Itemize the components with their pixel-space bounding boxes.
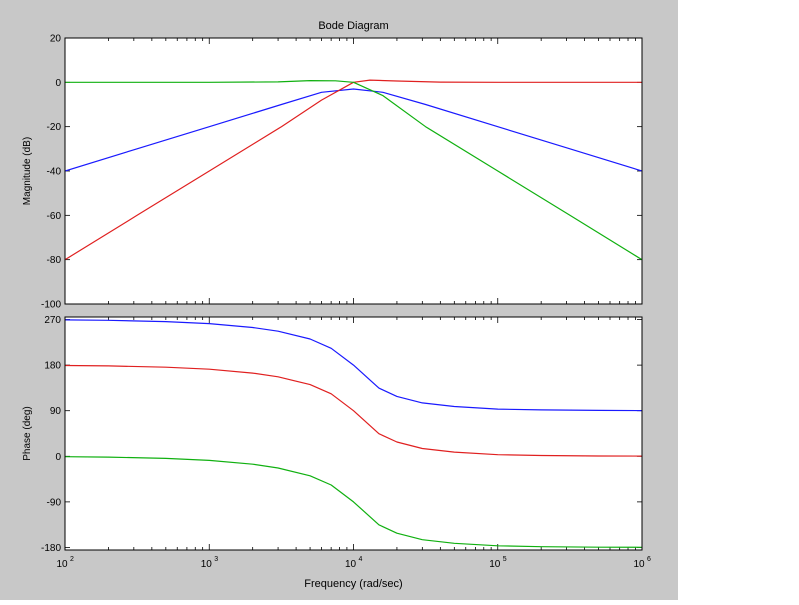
x-tick-label: 10 xyxy=(56,559,68,570)
y-tick-label: 20 xyxy=(50,34,62,45)
x-tick-exponent: 2 xyxy=(70,556,74,563)
phase-series-line xyxy=(65,456,642,548)
magnitude-y-axis-label: Magnitude (dB) xyxy=(22,137,33,205)
phase-y-axis-label: Phase (deg) xyxy=(22,406,33,460)
x-tick-exponent: 6 xyxy=(647,556,651,563)
x-tick-label: 10 xyxy=(489,559,501,570)
y-tick-label: -100 xyxy=(41,300,61,311)
y-tick-label: 0 xyxy=(55,452,61,463)
x-tick-exponent: 5 xyxy=(503,556,507,563)
x-tick-label: 10 xyxy=(345,559,357,570)
x-axis-label: Frequency (rad/sec) xyxy=(304,578,402,590)
chart-title: Bode Diagram xyxy=(318,20,388,32)
magnitude-series-line xyxy=(65,79,642,261)
phase-series-line xyxy=(65,319,642,412)
figure-window: Bode Diagram 20 0 -20 -40 -60 -80 -100 Magnitud… xyxy=(0,0,678,600)
y-tick-label: 270 xyxy=(44,315,61,326)
phase-plot-area xyxy=(65,317,642,550)
magnitude-panel: 20 0 -20 -40 -60 -80 -100 Magnitude (dB) xyxy=(22,34,643,311)
bode-diagram: Bode Diagram 200-20-40-60-80-100Magnitud… xyxy=(22,20,651,590)
x-tick-exponent: 3 xyxy=(214,556,218,563)
magnitude-axes-box xyxy=(64,37,643,305)
phase-panel: 270 180 90 0 -90 -180 Phase (deg) xyxy=(22,315,643,554)
phase-series-line xyxy=(65,364,642,457)
x-tick-exponent: 4 xyxy=(359,556,363,563)
y-tick-label: -60 xyxy=(47,211,62,222)
y-tick-label: -20 xyxy=(47,122,62,133)
magnitude-plot-area xyxy=(65,38,642,304)
x-tick-label: 10 xyxy=(633,559,645,570)
magnitude-series-line xyxy=(65,88,642,172)
y-tick-label: -80 xyxy=(47,255,62,266)
y-tick-label: 180 xyxy=(44,361,61,372)
y-tick-label: 0 xyxy=(55,78,61,89)
y-tick-label: 90 xyxy=(50,406,62,417)
y-tick-label: -40 xyxy=(47,167,62,178)
phase-axes-box xyxy=(64,316,643,551)
y-tick-label: -90 xyxy=(47,497,62,508)
x-tick-label: 10 xyxy=(201,559,213,570)
y-tick-label: -180 xyxy=(41,543,61,554)
